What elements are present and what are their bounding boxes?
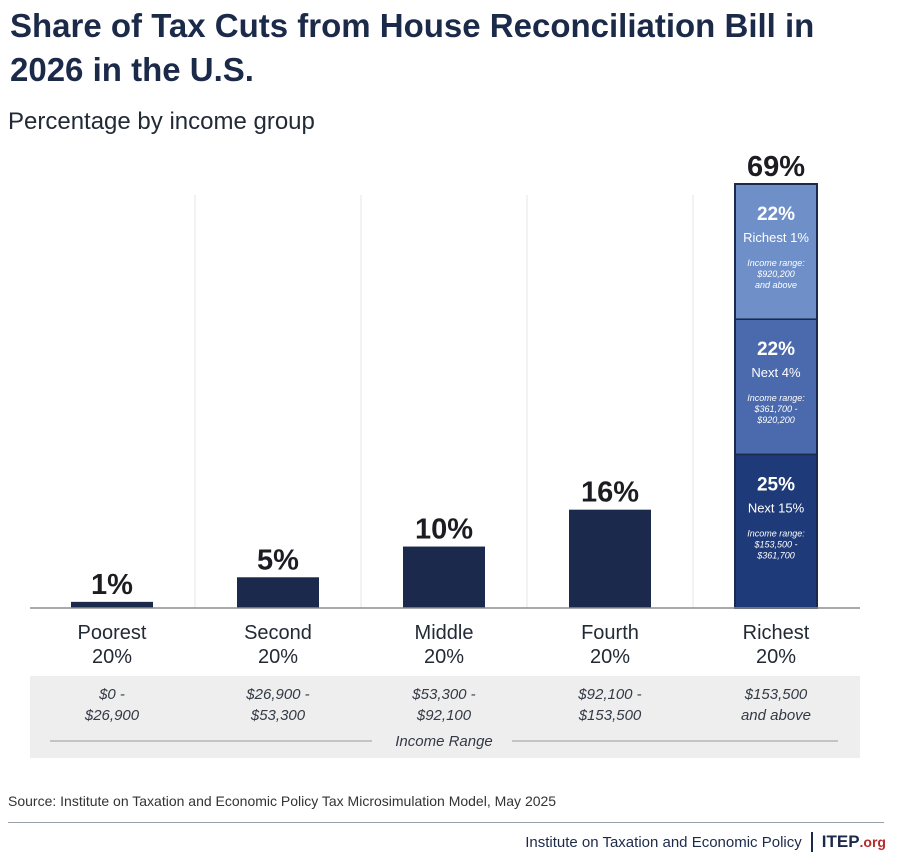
category-label-4: 20% <box>590 646 630 668</box>
segment-range-line: $361,700 <box>756 550 795 560</box>
income-range-4: $153,500 <box>578 707 642 724</box>
chart-title: Share of Tax Cuts from House Reconciliat… <box>10 7 815 88</box>
category-label-4: Fourth <box>581 622 639 644</box>
income-range-3: $53,300 - <box>411 686 475 703</box>
income-range-4: $92,100 - <box>577 686 641 703</box>
bar-segment-2 <box>734 318 818 456</box>
bar-1 <box>71 601 153 608</box>
value-label-2: 5% <box>257 544 299 576</box>
itep-logo[interactable]: ITEP.org <box>822 832 886 852</box>
segment-value-label: 22% <box>757 204 795 225</box>
income-range-5: $153,500 <box>744 686 808 703</box>
segment-range-title: Income range: <box>747 528 805 538</box>
category-label-5: 20% <box>756 646 796 668</box>
category-label-1: 20% <box>92 646 132 668</box>
category-label-5: Richest <box>743 622 810 644</box>
value-label-1: 1% <box>91 569 133 601</box>
income-range-1: $0 - <box>98 686 125 703</box>
bar-2 <box>237 577 319 608</box>
segment-value-label: 25% <box>757 474 795 495</box>
income-range-axis-label: Income Range <box>395 733 493 750</box>
segment-range-line: and above <box>755 280 797 290</box>
footer: Institute on Taxation and Economic Polic… <box>525 832 886 852</box>
bar-segment-3 <box>734 183 818 320</box>
segment-name-label: Richest 1% <box>743 230 809 245</box>
segment-range-line: $361,700 - <box>753 404 797 414</box>
segment-range-title: Income range: <box>747 393 805 403</box>
value-label-5: 69% <box>747 151 805 183</box>
segment-name-label: Next 15% <box>748 500 805 515</box>
footer-org: Institute on Taxation and Economic Polic… <box>525 833 802 851</box>
chart-subtitle: Percentage by income group <box>8 108 315 135</box>
category-label-1: Poorest <box>78 622 147 644</box>
footer-separator <box>810 832 813 852</box>
segment-range-line: $920,200 <box>756 415 795 425</box>
income-range-3: $92,100 <box>416 707 472 724</box>
segment-value-label: 22% <box>757 339 795 360</box>
income-range-2: $53,300 <box>250 707 306 724</box>
category-label-2: Second <box>244 622 312 644</box>
bar-chart: 1%5%10%16% 25%Next 15%Income range:$153,5… <box>30 151 860 758</box>
bar-3 <box>403 546 485 608</box>
itep-suffix: .org <box>859 834 886 850</box>
itep-brand: ITEP <box>821 832 860 851</box>
value-label-3: 10% <box>415 514 473 546</box>
footer-divider <box>8 822 884 823</box>
category-label-3: 20% <box>424 646 464 668</box>
value-label-4: 16% <box>581 477 639 509</box>
bar-4 <box>569 509 651 608</box>
income-range-1: $26,900 <box>84 707 140 724</box>
income-range-band <box>30 676 860 758</box>
income-range-2: $26,900 - <box>245 686 309 703</box>
segment-name-label: Next 4% <box>751 365 801 380</box>
category-label-2: 20% <box>258 646 298 668</box>
income-range-5: and above <box>741 707 811 724</box>
segment-range-title: Income range: <box>747 258 805 268</box>
source-note: Source: Institute on Taxation and Econom… <box>8 793 557 809</box>
category-label-3: Middle <box>415 622 474 644</box>
segment-range-line: $153,500 - <box>753 539 797 549</box>
segment-range-line: $920,200 <box>756 269 795 279</box>
